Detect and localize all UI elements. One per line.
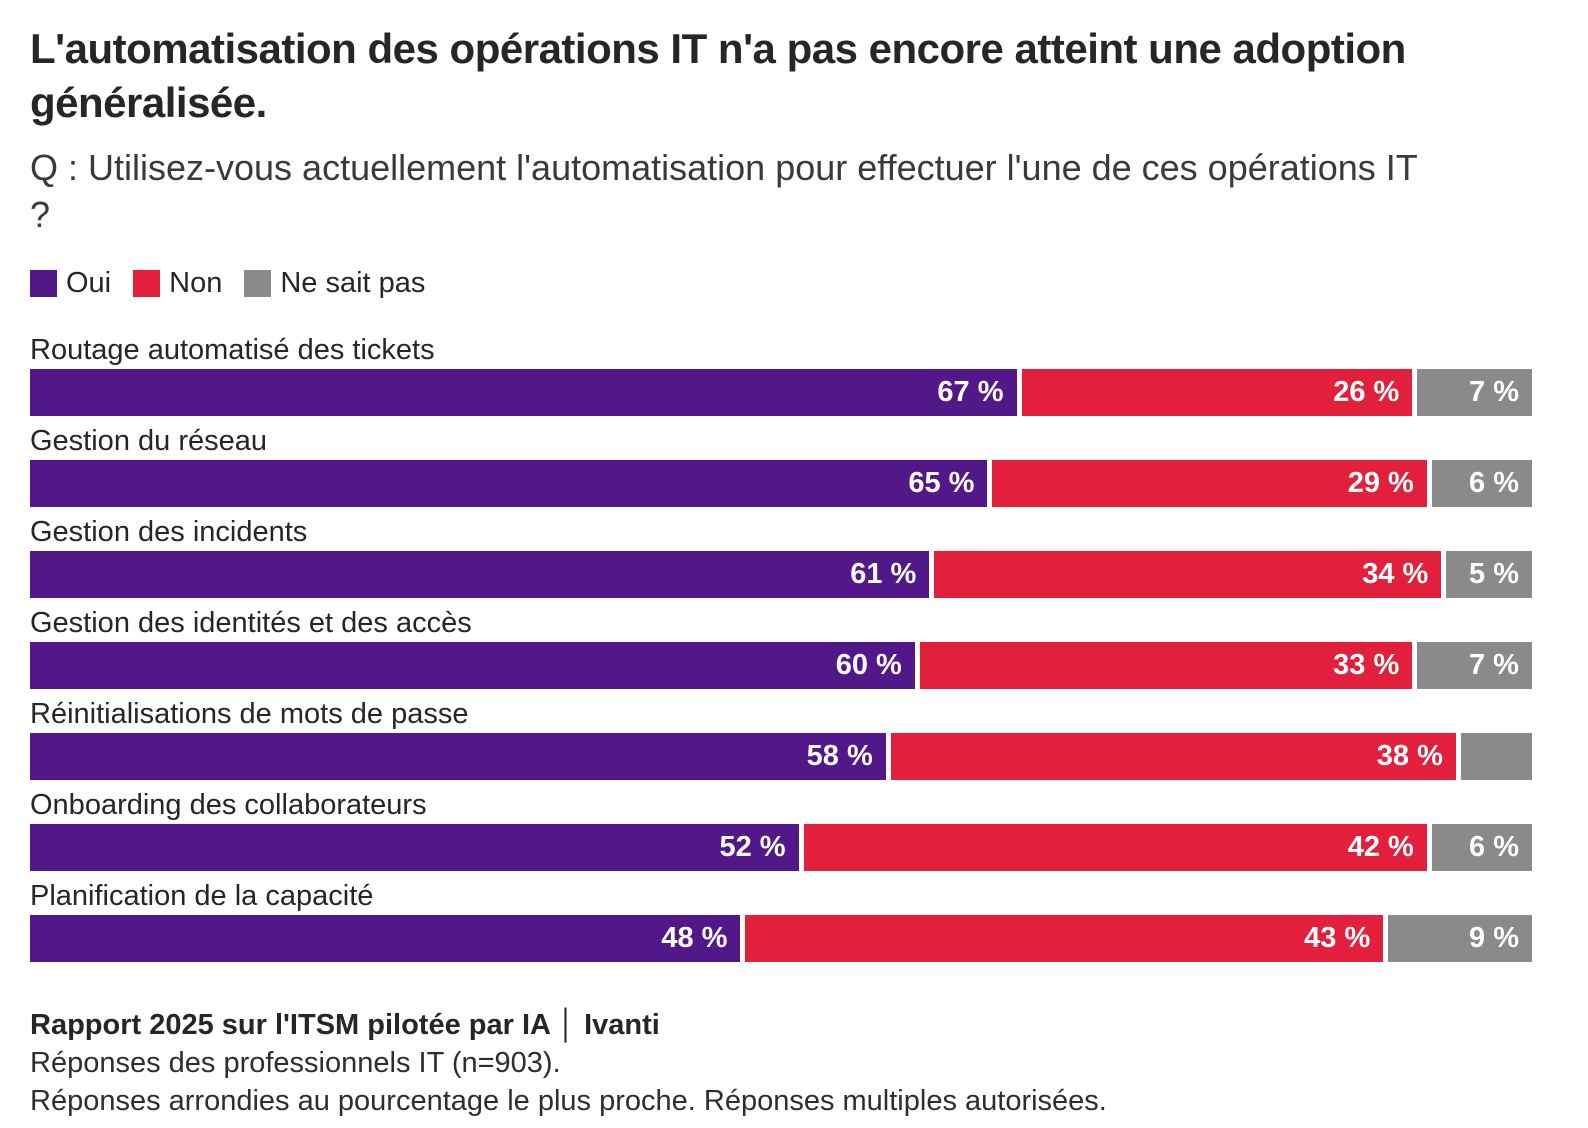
footer-sample-note: Réponses des professionnels IT (n=903).	[30, 1046, 561, 1079]
segment-value-label: 43 %	[1304, 921, 1371, 954]
legend: Oui Non Ne sait pas	[30, 266, 1532, 299]
segment-value-label: 48 %	[661, 921, 728, 954]
chart-row: Gestion du réseau 65 % 29 % 6 %	[30, 424, 1533, 507]
footer-rounding-note: Réponses arrondies au pourcentage le plu…	[30, 1084, 1107, 1117]
bar-segment-ne-sait-pas: 6 %	[1431, 459, 1533, 507]
bar-segment-non: 26 %	[1021, 368, 1413, 416]
bar-segment-ne-sait-pas: 7 %	[1417, 641, 1532, 689]
bar-segment-non: 33 %	[919, 641, 1413, 689]
bar-track: 67 % 26 % 7 %	[30, 368, 1532, 416]
chart-row: Gestion des identités et des accès 60 % 33…	[30, 607, 1532, 689]
bar-track: 58 % 38 %	[30, 732, 1532, 780]
bar-track: 52 % 42 % 6 %	[30, 823, 1533, 871]
bar-segment-non: 42 %	[803, 823, 1427, 871]
category-label: Onboarding des collaborateurs	[30, 788, 427, 821]
chart-row: Planification de la capacité 48 % 43 % 9 %	[30, 880, 1532, 962]
segment-value-label: 61 %	[850, 557, 917, 590]
bar-track: 60 % 33 % 7 %	[30, 641, 1532, 689]
segment-value-label: 7 %	[1469, 648, 1519, 681]
segment-value-label: 67 %	[937, 375, 1004, 408]
bar-segment-ne-sait-pas: 6 %	[1431, 823, 1533, 871]
segment-value-label: 58 %	[806, 739, 873, 772]
chart-question: Q : Utilisez-vous actuellement l'automat…	[30, 146, 1418, 236]
bar-segment-non: 29 %	[992, 459, 1427, 507]
bar-segment-ne-sait-pas: 5 %	[1446, 550, 1532, 598]
bar-segment-non: 34 %	[934, 550, 1442, 598]
segment-value-label: 33 %	[1333, 648, 1400, 681]
chart-title: L'automatisation des opérations IT n'a p…	[30, 25, 1406, 126]
segment-value-label: 6 %	[1469, 830, 1520, 863]
bar-segment-oui: 67 %	[30, 368, 1017, 416]
segment-value-label: 7 %	[1469, 375, 1519, 408]
chart-row: Gestion des incidents 61 % 34 % 5 %	[30, 516, 1532, 598]
segment-value-label: 65 %	[908, 466, 975, 499]
bar-segment-oui: 61 %	[30, 550, 930, 598]
category-label: Gestion du réseau	[30, 424, 267, 457]
bar-segment-oui: 60 %	[30, 641, 915, 689]
bar-segment-oui: 52 %	[30, 823, 799, 871]
segment-value-label: 5 %	[1469, 557, 1519, 590]
bar-segment-ne-sait-pas: 9 %	[1388, 914, 1532, 962]
chart-row: Réinitialisations de mots de passe 58 % 38…	[30, 698, 1532, 780]
chart-row: Onboarding des collaborateurs 52 % 42 % 6 %	[30, 788, 1533, 871]
footer: Rapport 2025 sur l'ITSM pilotée par IA │…	[30, 1006, 1532, 1120]
bar-track: 65 % 29 % 6 %	[30, 459, 1533, 507]
legend-swatch-icon	[30, 269, 57, 297]
category-label: Routage automatisé des tickets	[30, 333, 435, 366]
legend-item-1: Non	[133, 266, 223, 299]
legend-label: Oui	[66, 266, 112, 299]
bar-segment-ne-sait-pas	[1460, 732, 1532, 780]
segment-value-label: 34 %	[1362, 557, 1429, 590]
category-label: Gestion des identités et des accès	[30, 606, 472, 639]
bar-segment-oui: 65 %	[30, 459, 988, 507]
legend-swatch-icon	[133, 269, 161, 297]
segment-value-label: 26 %	[1333, 375, 1400, 408]
chart-row: Routage automatisé des tickets 67 % 26 % 7 …	[30, 334, 1532, 416]
bar-segment-non: 43 %	[745, 914, 1384, 962]
legend-label: Non	[169, 266, 223, 299]
segment-value-label: 42 %	[1347, 830, 1414, 863]
footer-source: Rapport 2025 sur l'ITSM pilotée par IA │…	[30, 1008, 660, 1041]
category-label: Planification de la capacité	[30, 879, 374, 912]
bar-track: 48 % 43 % 9 %	[30, 914, 1532, 962]
segment-value-label: 38 %	[1376, 739, 1443, 772]
bar-segment-oui: 48 %	[30, 914, 741, 962]
category-label: Réinitialisations de mots de passe	[30, 697, 469, 730]
bar-segment-ne-sait-pas: 7 %	[1417, 368, 1532, 416]
segment-value-label: 60 %	[835, 648, 902, 681]
stacked-bar-chart: Routage automatisé des tickets 67 % 26 % 7 …	[30, 334, 1533, 962]
segment-value-label: 29 %	[1347, 466, 1414, 499]
bar-track: 61 % 34 % 5 %	[30, 550, 1532, 598]
legend-item-0: Oui	[30, 266, 112, 299]
legend-item-2: Ne sait pas	[244, 266, 426, 299]
segment-value-label: 6 %	[1469, 466, 1520, 499]
category-label: Gestion des incidents	[30, 515, 308, 548]
segment-value-label: 9 %	[1469, 921, 1519, 954]
bar-segment-oui: 58 %	[30, 732, 886, 780]
legend-label: Ne sait pas	[280, 266, 426, 299]
bar-segment-non: 38 %	[890, 732, 1456, 780]
legend-swatch-icon	[244, 269, 272, 297]
segment-value-label: 52 %	[719, 830, 786, 863]
